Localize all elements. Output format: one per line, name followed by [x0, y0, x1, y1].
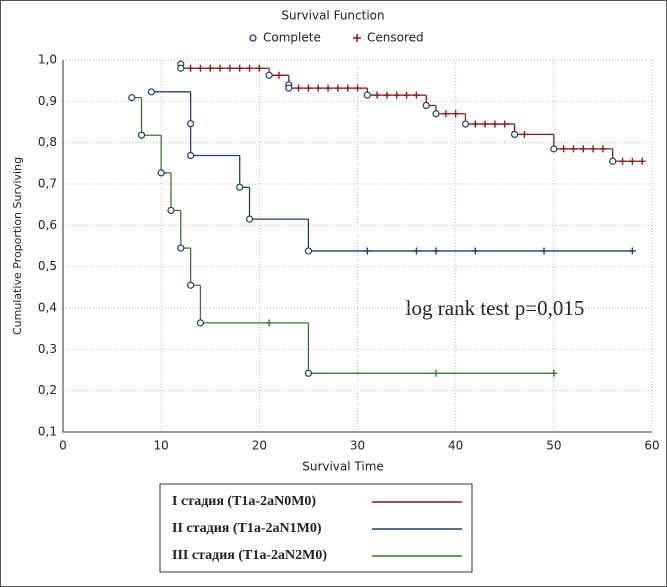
complete-marker	[196, 319, 205, 327]
y-tick-label: 1,0	[38, 53, 57, 67]
x-tick-label: 0	[59, 439, 67, 453]
complete-marker	[432, 110, 440, 118]
complete-marker	[147, 88, 155, 96]
complete-legend-marker	[249, 34, 257, 42]
legend-box	[159, 483, 473, 573]
y-tick-label: 0,1	[38, 425, 57, 439]
censored-marker	[314, 84, 322, 92]
censored-marker	[520, 130, 528, 138]
censored-marker	[363, 247, 371, 255]
censored-marker	[471, 120, 479, 128]
censored-marker	[236, 64, 244, 72]
censored-marker	[550, 369, 558, 377]
y-tick-label: 0,8	[38, 135, 57, 149]
censored-marker	[275, 71, 283, 79]
censored-marker	[295, 84, 303, 92]
censored-marker	[589, 145, 597, 153]
y-axis-label: Cumulative Proportion Surviving	[11, 157, 24, 335]
censored-marker	[344, 84, 352, 92]
complete-marker	[157, 169, 165, 177]
complete-marker	[285, 84, 293, 92]
chart-title: Survival Function	[281, 9, 384, 23]
censored-marker	[383, 91, 391, 99]
censored-marker	[481, 120, 489, 128]
censored-marker	[579, 145, 587, 153]
legend-label: I стадия (T1a-2aN0M0)	[172, 494, 316, 509]
complete-marker	[304, 247, 313, 255]
censored-marker	[206, 64, 214, 72]
censored-marker	[255, 64, 263, 72]
censored-marker	[491, 120, 499, 128]
censored-marker	[393, 91, 401, 99]
complete-marker	[236, 183, 244, 191]
x-tick-label: 40	[448, 439, 463, 453]
censored-marker	[628, 247, 636, 255]
complete-marker	[177, 244, 185, 252]
censored-marker	[373, 91, 381, 99]
y-tick-label: 0,9	[38, 94, 57, 108]
censored-marker	[560, 145, 568, 153]
censored-marker	[226, 64, 234, 72]
complete-marker	[187, 120, 195, 128]
y-tick-label: 0,5	[38, 259, 57, 273]
x-tick-label: 20	[252, 439, 267, 453]
complete-marker	[422, 101, 430, 110]
x-tick-label: 60	[644, 439, 659, 453]
complete-legend-label: Complete	[263, 31, 321, 45]
censored-marker	[187, 64, 195, 72]
complete-marker	[245, 215, 254, 223]
censored-marker	[471, 247, 479, 255]
censored-marker	[599, 145, 607, 153]
complete-marker	[304, 369, 313, 377]
complete-marker	[128, 94, 136, 102]
complete-marker	[137, 131, 146, 139]
axes	[62, 60, 652, 433]
complete-marker	[187, 281, 195, 289]
censored-marker	[324, 84, 332, 92]
censored-marker	[540, 247, 548, 255]
legend-label: III стадия (T1a-2aN2M0)	[172, 548, 327, 563]
y-tick-label: 0,6	[38, 218, 57, 232]
censored-marker	[432, 247, 440, 255]
legend-label: II стадия (T1a-2aN1M0)	[172, 521, 322, 536]
censored-marker	[628, 157, 636, 165]
censored-legend-marker	[353, 34, 361, 42]
censored-marker	[442, 110, 450, 118]
censored-marker	[432, 369, 440, 377]
censored-marker	[638, 157, 646, 165]
censored-marker	[403, 91, 411, 99]
x-tick-label: 10	[154, 439, 169, 453]
censored-marker	[501, 120, 509, 128]
y-tick-label: 0,4	[38, 301, 57, 315]
complete-marker	[550, 145, 558, 153]
censored-marker	[304, 84, 312, 92]
censored-marker	[354, 84, 361, 92]
x-tick-label: 30	[350, 439, 365, 453]
censored-marker	[246, 64, 254, 72]
censored-marker	[412, 91, 420, 99]
censored-marker	[569, 145, 577, 153]
x-tick-label: 50	[546, 439, 561, 453]
censored-marker	[334, 84, 342, 92]
complete-marker	[510, 130, 519, 138]
x-axis-label: Survival Time	[302, 460, 384, 474]
y-tick-label: 0,3	[38, 342, 57, 356]
complete-marker	[363, 91, 371, 99]
censored-marker	[216, 64, 224, 72]
censored-marker	[265, 319, 273, 327]
censored-marker	[412, 247, 420, 255]
complete-marker	[265, 71, 273, 79]
censored-marker	[452, 110, 460, 118]
complete-marker	[461, 120, 470, 128]
censored-marker	[196, 64, 204, 72]
censored-marker	[619, 157, 627, 165]
censored-legend-label: Censored	[367, 31, 424, 45]
y-tick-label: 0,2	[38, 383, 57, 397]
complete-marker	[177, 64, 185, 72]
complete-marker	[167, 206, 175, 215]
complete-marker	[187, 151, 195, 160]
y-tick-label: 0,7	[38, 177, 57, 191]
complete-marker	[609, 157, 617, 165]
